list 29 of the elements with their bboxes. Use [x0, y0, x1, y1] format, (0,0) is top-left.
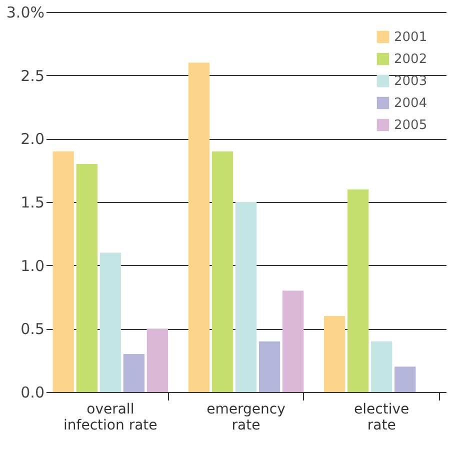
y-tick-label: 0.0 [20, 384, 44, 402]
bar [188, 62, 210, 392]
x-tick-label: overall infection rate [64, 402, 158, 434]
bar [123, 354, 145, 392]
y-tick-label: 2.0 [20, 130, 44, 148]
legend-label: 2002 [394, 52, 428, 67]
y-tick-label: 0.5 [20, 320, 44, 338]
bar [52, 151, 74, 392]
bar [258, 341, 280, 392]
bar [282, 290, 304, 392]
y-tick-label: 2.5 [20, 66, 44, 85]
y-tick-label: 1.0 [20, 256, 44, 275]
legend-label: 2005 [394, 118, 428, 133]
bar [394, 366, 416, 392]
legend-label: 2001 [394, 30, 428, 45]
bar [76, 164, 98, 392]
y-tick-label: 1.5 [20, 194, 44, 212]
x-tick-label: emergency rate [206, 402, 286, 434]
x-tick-label: elective rate [354, 402, 410, 434]
bar [324, 316, 346, 392]
bar [212, 151, 234, 392]
bar [347, 189, 369, 392]
bar [146, 328, 168, 392]
legend-label: 2003 [394, 74, 428, 89]
bar [100, 252, 121, 392]
bar [235, 202, 257, 392]
y-tick-label: 3.0% [6, 4, 44, 22]
legend-label: 2004 [394, 96, 428, 111]
bar [371, 341, 392, 392]
